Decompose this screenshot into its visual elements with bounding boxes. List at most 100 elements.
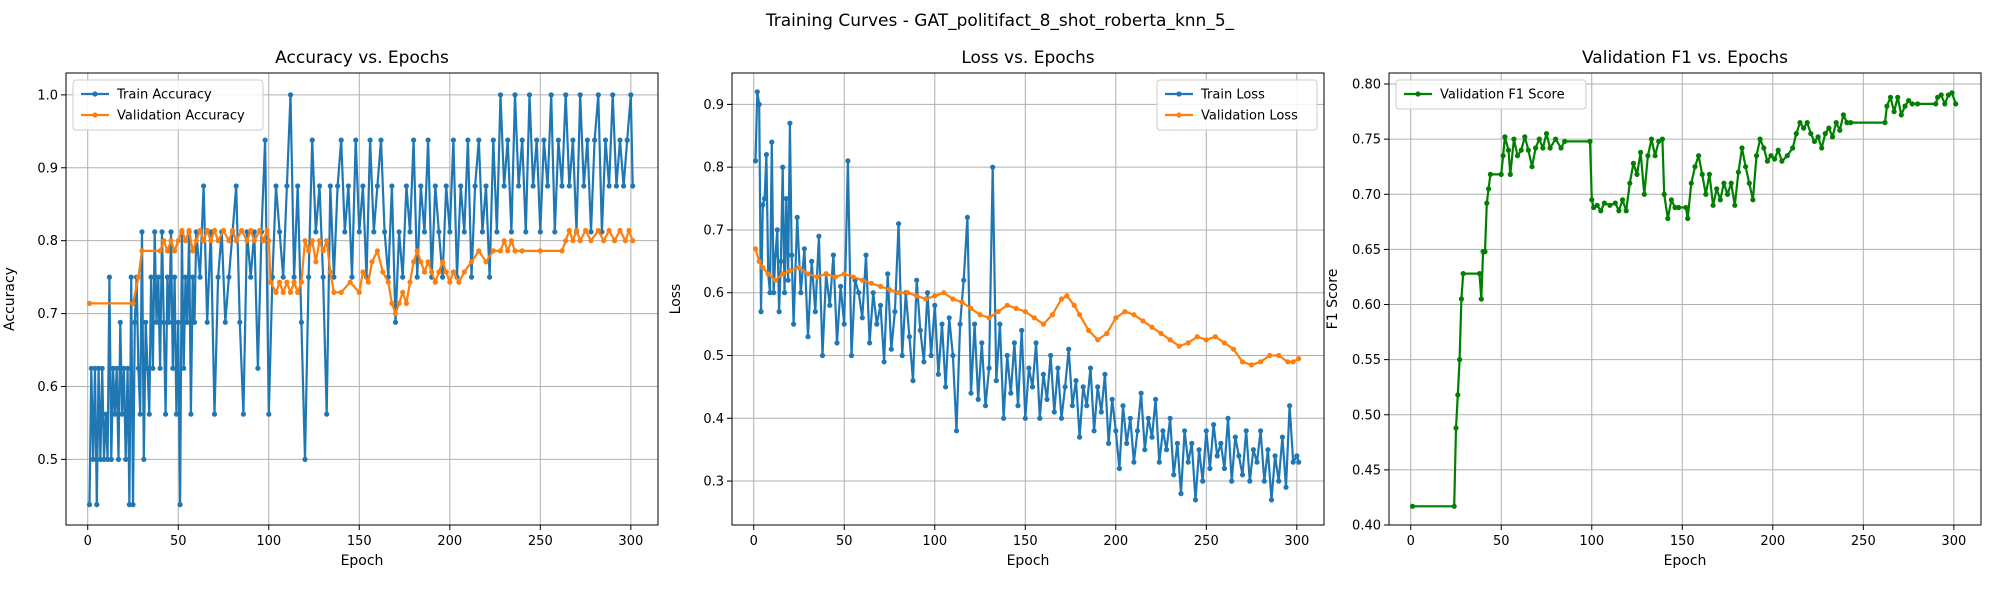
data-point bbox=[1732, 202, 1738, 208]
data-point bbox=[456, 279, 462, 285]
data-point bbox=[1793, 131, 1799, 137]
data-point bbox=[324, 238, 330, 244]
data-point bbox=[610, 92, 616, 98]
data-point bbox=[1176, 343, 1182, 349]
data-point bbox=[338, 289, 344, 295]
data-point bbox=[870, 290, 876, 296]
data-point bbox=[233, 183, 239, 189]
data-point bbox=[505, 248, 511, 254]
data-point bbox=[425, 137, 431, 143]
data-point bbox=[1739, 145, 1745, 151]
data-point bbox=[595, 227, 601, 234]
data-point bbox=[785, 277, 791, 283]
data-point bbox=[939, 321, 945, 327]
data-point bbox=[418, 183, 424, 189]
data-point bbox=[756, 101, 762, 107]
data-point bbox=[1250, 447, 1256, 453]
y-axis-label: Accuracy bbox=[2, 267, 18, 331]
data-point bbox=[563, 92, 569, 98]
data-point bbox=[306, 274, 312, 280]
data-point bbox=[1296, 459, 1302, 465]
data-point bbox=[117, 319, 123, 325]
data-point bbox=[144, 365, 151, 371]
data-point bbox=[360, 183, 366, 189]
data-point bbox=[295, 289, 301, 295]
x-tick-label: 250 bbox=[528, 534, 553, 549]
data-point bbox=[155, 274, 161, 280]
legend-label: Train Accuracy bbox=[116, 88, 212, 103]
data-point bbox=[1815, 134, 1821, 140]
data-point bbox=[153, 319, 160, 325]
data-point bbox=[769, 139, 775, 145]
data-point bbox=[1502, 134, 1508, 140]
data-point bbox=[490, 248, 496, 254]
data-point bbox=[201, 238, 207, 244]
data-point bbox=[1750, 197, 1756, 203]
data-point bbox=[182, 238, 189, 244]
data-point bbox=[324, 411, 330, 417]
data-point bbox=[1221, 340, 1227, 346]
data-point bbox=[1486, 186, 1492, 192]
data-point bbox=[280, 274, 286, 280]
data-point bbox=[240, 411, 246, 417]
data-point bbox=[1607, 202, 1613, 208]
data-point bbox=[1214, 453, 1220, 459]
data-point bbox=[771, 290, 777, 296]
data-point bbox=[975, 396, 981, 402]
data-point bbox=[159, 229, 165, 235]
data-point bbox=[537, 248, 543, 254]
data-point bbox=[369, 259, 375, 265]
data-point bbox=[1153, 396, 1159, 402]
legend-label: Validation Accuracy bbox=[117, 109, 245, 124]
data-point bbox=[380, 269, 386, 275]
data-point bbox=[602, 137, 609, 143]
data-point bbox=[1001, 415, 1007, 421]
data-point bbox=[1077, 434, 1083, 440]
data-point bbox=[1706, 171, 1712, 177]
data-point bbox=[1084, 403, 1090, 409]
data-point bbox=[512, 92, 518, 98]
data-point bbox=[798, 290, 804, 296]
data-point bbox=[148, 274, 154, 280]
data-point bbox=[157, 248, 163, 254]
data-point bbox=[993, 378, 999, 384]
data-point bbox=[1500, 153, 1506, 159]
y-tick-label: 0.9 bbox=[703, 98, 724, 113]
x-tick-label: 200 bbox=[1760, 534, 1785, 549]
data-point bbox=[298, 279, 304, 285]
data-point bbox=[570, 238, 576, 244]
x-tick-label: 200 bbox=[437, 534, 462, 549]
data-point bbox=[896, 221, 902, 227]
data-point bbox=[465, 137, 471, 143]
y-tick-label: 0.8 bbox=[37, 234, 58, 249]
data-point bbox=[1619, 197, 1626, 203]
data-point bbox=[487, 274, 493, 280]
data-point bbox=[1247, 478, 1253, 484]
data-point bbox=[859, 277, 865, 283]
data-point bbox=[530, 183, 536, 189]
data-point bbox=[418, 259, 424, 265]
data-point bbox=[1189, 440, 1195, 446]
data-point bbox=[1661, 191, 1667, 197]
data-point bbox=[268, 279, 274, 285]
legend-marker bbox=[1176, 91, 1182, 97]
data-point bbox=[1476, 271, 1483, 277]
data-point bbox=[559, 183, 565, 189]
data-point bbox=[848, 352, 855, 359]
data-point bbox=[443, 183, 449, 189]
data-point bbox=[360, 269, 366, 275]
data-point bbox=[1638, 149, 1644, 155]
axes-frame bbox=[65, 72, 659, 526]
data-point bbox=[1942, 101, 1948, 107]
data-point bbox=[365, 279, 371, 285]
data-point bbox=[1040, 371, 1046, 377]
data-point bbox=[595, 92, 601, 98]
data-point bbox=[1676, 204, 1682, 211]
data-point bbox=[1801, 125, 1807, 131]
data-point bbox=[175, 238, 181, 244]
data-point bbox=[906, 334, 913, 340]
data-point bbox=[1127, 415, 1133, 421]
data-point bbox=[233, 238, 239, 244]
x-axis-label: Epoch bbox=[341, 553, 384, 569]
data-point bbox=[86, 502, 93, 508]
